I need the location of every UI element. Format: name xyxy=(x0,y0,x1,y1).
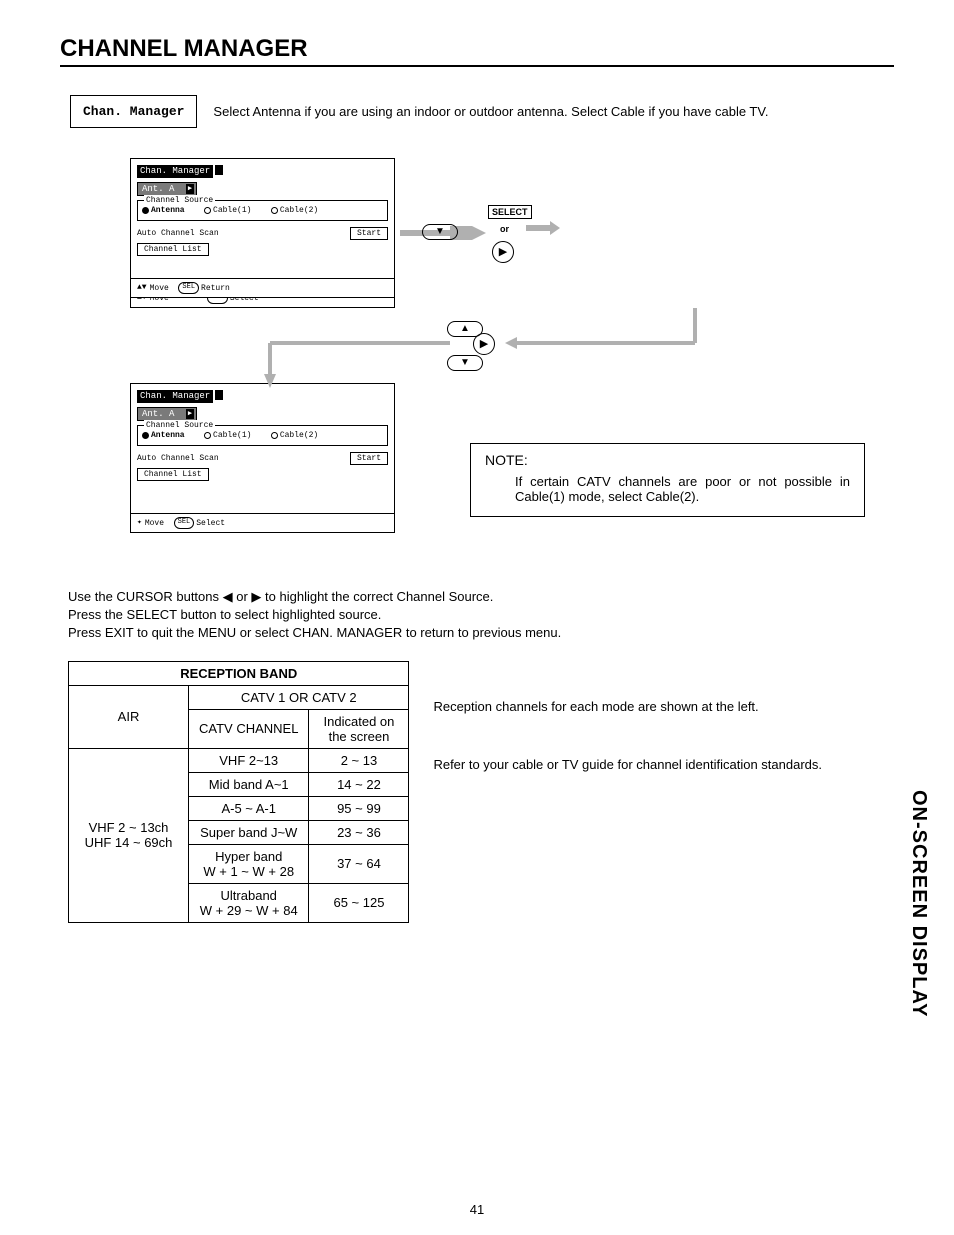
osd3-autoscan: Auto Channel Scan xyxy=(137,453,219,464)
osd3-select: Select xyxy=(196,519,225,528)
down-pill: ▼ xyxy=(422,224,458,240)
tbl-catv-ch: CATV CHANNEL xyxy=(189,709,309,748)
tbl-r2c2: 95 ~ 99 xyxy=(309,796,409,820)
updown-icon: ▲▼ xyxy=(137,282,147,293)
side-p1: Reception channels for each mode are sho… xyxy=(433,697,822,717)
tbl-r3c2: 23 ~ 36 xyxy=(309,820,409,844)
tbl-r1c2: 14 ~ 22 xyxy=(309,772,409,796)
tbl-r0c2: 2 ~ 13 xyxy=(309,748,409,772)
tbl-r3c1: Super band J~W xyxy=(189,820,309,844)
page-title: CHANNEL MANAGER xyxy=(60,35,894,67)
osd3-move: Move xyxy=(145,519,164,528)
tbl-r5c2: 65 ~ 125 xyxy=(309,883,409,922)
osd2-title: Chan. Manager xyxy=(137,165,213,178)
right-round2: ▶ xyxy=(473,333,495,355)
sel-icon: SEL xyxy=(174,517,195,529)
tbl-air-rows: VHF 2 ~ 13ch UHF 14 ~ 69ch xyxy=(69,748,189,922)
side-p2: Refer to your cable or TV guide for chan… xyxy=(433,755,822,775)
osd3-chlist: Channel List xyxy=(137,468,209,481)
reception-table: RECEPTION BAND AIR CATV 1 OR CATV 2 CATV… xyxy=(68,661,409,923)
tbl-catv-head: CATV 1 OR CATV 2 xyxy=(189,685,409,709)
osd3-cable1: Cable(1) xyxy=(204,430,251,441)
tbl-r5c1: Ultraband W + 29 ~ W + 84 xyxy=(189,883,309,922)
tbl-indicated: Indicated on the screen xyxy=(309,709,409,748)
nav-icon: ✦ xyxy=(137,517,142,528)
osd3-cable2: Cable(2) xyxy=(271,430,318,441)
right-round: ▶ xyxy=(492,241,514,263)
osd3-ant-a: Ant. A▶ xyxy=(137,407,197,422)
osd2-ant-a: Ant. A▶ xyxy=(137,182,197,197)
page-number: 41 xyxy=(0,1202,954,1217)
osd2-source-label: Channel Source xyxy=(144,195,215,206)
osd3-antenna: Antenna xyxy=(142,430,185,441)
osd2-return: Return xyxy=(201,284,230,293)
tbl-r4c2: 37 ~ 64 xyxy=(309,844,409,883)
tbl-r1c1: Mid band A~1 xyxy=(189,772,309,796)
note-head: NOTE: xyxy=(485,452,850,468)
tbl-r0c1: VHF 2~13 xyxy=(189,748,309,772)
note-body: If certain CATV channels are poor or not… xyxy=(485,474,850,504)
osd2-autoscan: Auto Channel Scan xyxy=(137,228,219,239)
vertical-label: ON-SCREEN DISPLAY xyxy=(907,790,930,1017)
osd3-source-label: Channel Source xyxy=(144,420,215,431)
instr-3: Press EXIT to quit the MENU or select CH… xyxy=(68,624,894,642)
sel-icon: SEL xyxy=(178,282,199,294)
osd2-antenna: Antenna xyxy=(142,205,185,216)
instr-1: Use the CURSOR buttons ◀ or ▶ to highlig… xyxy=(68,588,894,606)
osd2-cable2: Cable(2) xyxy=(271,205,318,216)
osd3-start: Start xyxy=(350,452,388,465)
tbl-header: RECEPTION BAND xyxy=(69,661,409,685)
or-label: or xyxy=(500,224,509,234)
chan-manager-box: Chan. Manager xyxy=(70,95,197,128)
osd2-move: Move xyxy=(150,284,169,293)
osd2-cable1: Cable(1) xyxy=(204,205,251,216)
down-pill2: ▼ xyxy=(447,355,483,371)
osd2-start: Start xyxy=(350,227,388,240)
osd2-chlist: Channel List xyxy=(137,243,209,256)
tbl-air: AIR xyxy=(69,685,189,748)
intro-text: Select Antenna if you are using an indoo… xyxy=(213,104,768,119)
osd3-title: Chan. Manager xyxy=(137,390,213,403)
instr-2: Press the SELECT button to select highli… xyxy=(68,606,894,624)
tbl-r4c1: Hyper band W + 1 ~ W + 28 xyxy=(189,844,309,883)
select-label: SELECT xyxy=(488,205,532,219)
tbl-r2c1: A-5 ~ A-1 xyxy=(189,796,309,820)
